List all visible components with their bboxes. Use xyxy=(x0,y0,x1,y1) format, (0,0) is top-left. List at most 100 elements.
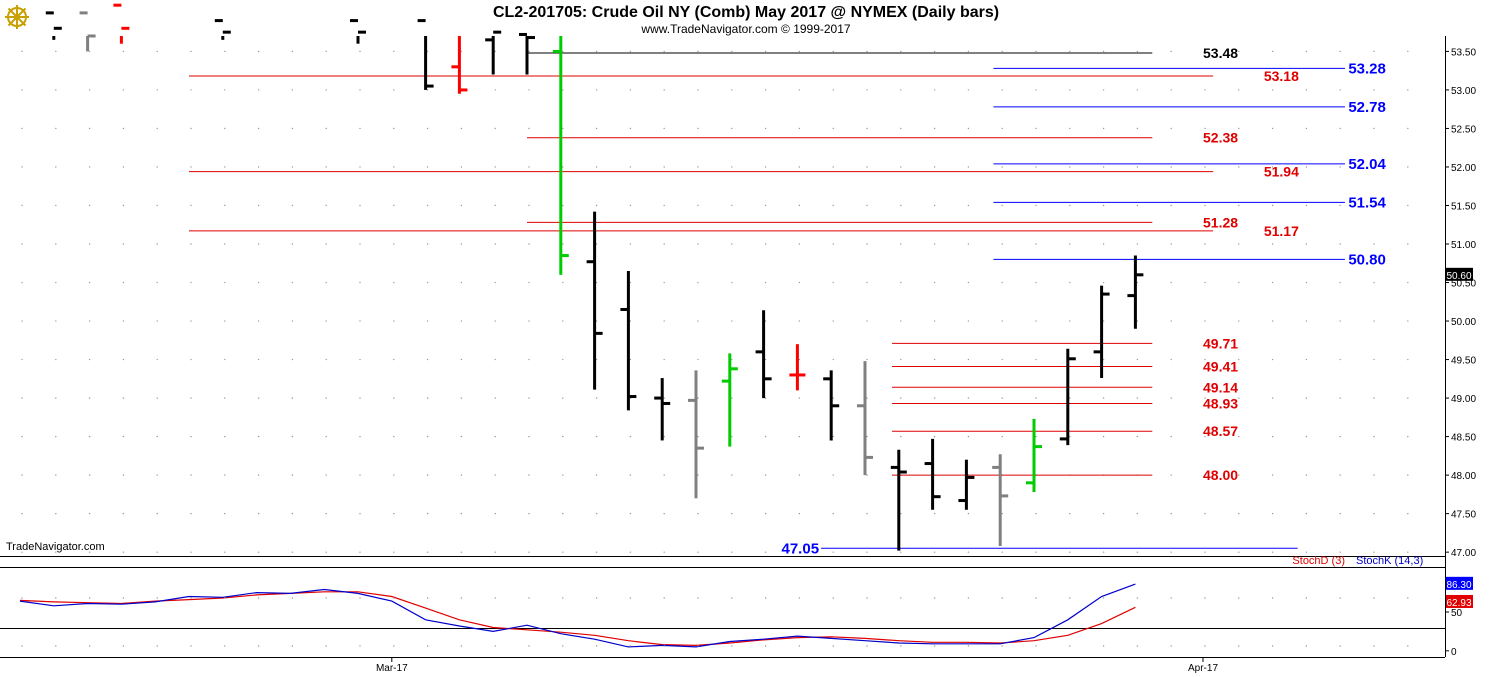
grid-dot xyxy=(122,512,125,515)
grid-dot xyxy=(528,551,530,553)
ohlc-bar xyxy=(620,270,637,411)
grid-dot xyxy=(697,397,699,399)
grid-dot xyxy=(1305,127,1308,130)
y-tick-label: 49.00 xyxy=(1451,394,1476,405)
grid-dot xyxy=(55,597,57,599)
grid-dot xyxy=(224,320,226,322)
grid-dot xyxy=(1271,597,1274,599)
grid-dot xyxy=(156,474,158,476)
grid-dot xyxy=(731,320,733,322)
grid-dot xyxy=(1170,435,1172,438)
grid-dot xyxy=(1373,358,1375,361)
ohlc-bars xyxy=(45,3,1144,551)
grid-dot xyxy=(900,358,902,361)
level-label: 53.18 xyxy=(1264,68,1299,84)
grid-dot xyxy=(1271,89,1274,91)
grid-dot xyxy=(494,551,496,553)
grid-dot xyxy=(1204,645,1206,647)
grid-dot xyxy=(933,551,936,553)
grid-dot xyxy=(224,512,226,515)
grid-dot xyxy=(798,166,801,168)
grid-dot xyxy=(190,320,192,322)
grid-dot xyxy=(1204,204,1206,207)
grid-dot xyxy=(122,320,125,322)
grid-dot xyxy=(900,512,902,515)
stoch-value-label: 86.30 xyxy=(1446,580,1471,591)
grid-dot xyxy=(393,89,395,91)
level-label: 51.54 xyxy=(1348,194,1386,211)
grid-dot xyxy=(832,127,834,130)
grid-dot xyxy=(1001,127,1003,130)
stoch-value-label: 62.93 xyxy=(1446,598,1471,609)
grid-dot xyxy=(1238,204,1240,207)
grid-dot xyxy=(697,243,699,245)
grid-dot xyxy=(1102,50,1105,53)
grid-dot xyxy=(764,281,767,284)
grid-dot xyxy=(1136,512,1139,515)
grid-dot xyxy=(257,89,260,91)
grid-dot xyxy=(933,397,936,399)
grid-dot xyxy=(528,320,530,322)
stochastic-axis: 50 0 86.30 62.93 xyxy=(1445,576,1473,658)
grid-dot xyxy=(562,358,564,361)
grid-dot xyxy=(156,204,158,207)
grid-dot xyxy=(1102,166,1105,168)
grid-dot xyxy=(866,204,868,207)
grid-dot xyxy=(1136,89,1139,91)
grid-dot xyxy=(224,397,226,399)
grid-dot xyxy=(697,435,699,438)
grid-dot xyxy=(325,435,327,438)
grid-dot xyxy=(1069,551,1071,553)
grid-dot xyxy=(798,204,801,207)
grid-dot xyxy=(562,597,564,599)
grid-dot xyxy=(426,127,429,130)
grid-dot xyxy=(1373,512,1375,515)
grid-dot xyxy=(866,127,868,130)
grid-dot xyxy=(190,204,192,207)
grid-dot xyxy=(528,50,530,53)
level-label: 51.28 xyxy=(1203,214,1238,230)
grid-dot xyxy=(291,551,294,553)
grid-dot xyxy=(528,645,530,647)
grid-dot xyxy=(764,204,767,207)
grid-dot xyxy=(900,204,902,207)
grid-dot xyxy=(1305,320,1308,322)
grid-dot xyxy=(1271,512,1274,515)
grid-dot xyxy=(1001,435,1003,438)
grid-dot xyxy=(393,435,395,438)
grid-dot xyxy=(359,551,361,553)
level-label: 53.28 xyxy=(1348,60,1386,77)
grid-dot xyxy=(967,50,970,53)
grid-dot xyxy=(731,512,733,515)
grid-dot xyxy=(1204,474,1206,476)
grid-dot xyxy=(1001,358,1003,361)
grid-dot xyxy=(1407,89,1409,91)
grid-dot xyxy=(55,243,57,245)
grid-dot xyxy=(1204,435,1206,438)
grid-dot xyxy=(933,281,936,284)
grid-dot xyxy=(291,204,294,207)
grid-dot xyxy=(1238,320,1240,322)
grid-dot xyxy=(1069,597,1071,599)
grid-dot xyxy=(460,166,463,168)
grid-dot xyxy=(1035,127,1037,130)
grid-dot xyxy=(731,435,733,438)
grid-dot xyxy=(832,243,834,245)
grid-dot xyxy=(426,358,429,361)
stochastic-pane xyxy=(0,567,1445,658)
grid-dot xyxy=(697,89,699,91)
grid-dot xyxy=(528,474,530,476)
grid-dot xyxy=(967,89,970,91)
grid-dot xyxy=(933,50,936,53)
grid-dot xyxy=(122,127,125,130)
grid-dot xyxy=(1373,89,1375,91)
grid-dot xyxy=(122,435,125,438)
grid-dot xyxy=(1271,551,1274,553)
grid-dot xyxy=(967,597,970,599)
grid-dot xyxy=(55,50,57,53)
grid-dot xyxy=(663,645,665,647)
grid-dot xyxy=(764,435,767,438)
grid-dot xyxy=(967,166,970,168)
grid-dot xyxy=(595,50,598,53)
grid-dot xyxy=(663,597,665,599)
